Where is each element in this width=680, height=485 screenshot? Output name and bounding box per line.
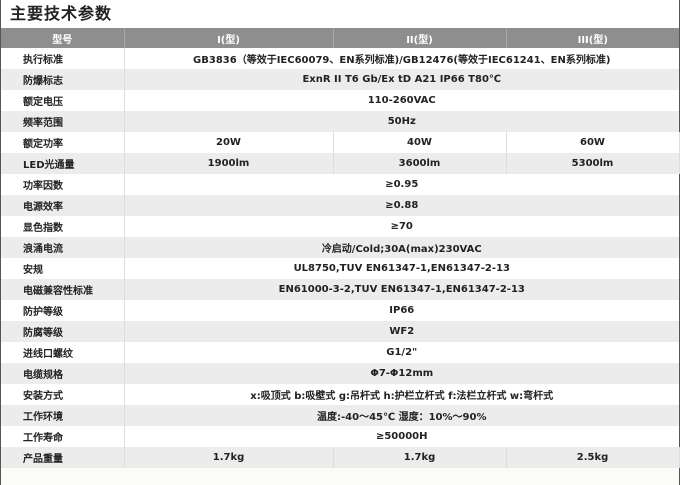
row-label: 防爆标志 (1, 69, 125, 90)
row-value: ≥70 (390, 221, 413, 232)
table-row: 防护等级 IP66 (1, 300, 679, 321)
table-row: 浪涌电流 冷启动/Cold;30A(max)230VAC (1, 237, 679, 258)
row-label: 防腐等级 (1, 321, 125, 342)
row-label: 电源效率 (1, 195, 125, 216)
table-row: 执行标准 GB3836（等效于IEC60079、EN系列标准)/GB12476(等… (1, 48, 679, 69)
row-label: 进线口螺纹 (1, 342, 125, 363)
table-row: LED光通量 1900lm 3600lm 5300lm (1, 153, 680, 174)
table-row: 工作环境 温度:-40～45℃ 湿度：10%～90% (1, 405, 679, 426)
row-value: 110-260VAC (367, 95, 436, 106)
row-label: 电缆规格 (1, 363, 125, 384)
spec-table: 型号 I(型) II(型) III(型) 执行标准 GB3836（等效于IEC60… (1, 28, 680, 468)
row-value: ≥0.95 (385, 179, 419, 190)
table-row: 电源效率 ≥0.88 (1, 195, 679, 216)
row-value-type-1: 1.7kg (124, 447, 334, 468)
row-value: ≥0.88 (124, 195, 679, 216)
table-row: 频率范围 50Hz (1, 111, 679, 132)
row-label: 工作寿命 (1, 426, 125, 447)
table-row: 进线口螺纹 G1/2" (1, 342, 679, 363)
row-value-type-2: 3600lm (333, 153, 507, 174)
table-row: 电磁兼容性标准 EN61000-3-2,TUV EN61347-1,EN61347… (1, 279, 679, 300)
row-value: GB3836（等效于IEC60079、EN系列标准)/GB12476(等效于IE… (193, 55, 611, 66)
row-value: 冷启动/Cold;30A(max)230VAC (124, 237, 679, 258)
header-type-3: III(型) (506, 28, 679, 48)
table-row: 电缆规格 Φ7-Φ12mm (1, 363, 679, 384)
row-value-type-1: 1900lm (124, 153, 334, 174)
table-header: 型号 I(型) II(型) III(型) (1, 28, 679, 48)
row-label: 产品重量 (1, 447, 125, 468)
row-value-type-3: 2.5kg (506, 447, 680, 468)
table-row: 显色指数 ≥70 (1, 216, 679, 237)
row-value: ≥50000H (375, 431, 428, 442)
row-label: 额定功率 (1, 132, 125, 153)
row-label: 浪涌电流 (1, 237, 125, 258)
row-value-type-3: 60W (506, 132, 680, 153)
row-value: ExnR II T6 Gb/Ex tD A21 IP66 T80℃ (124, 69, 679, 90)
row-value: UL8750,TUV EN61347-1,EN61347-2-13 (293, 263, 510, 274)
row-value: WF2 (124, 321, 679, 342)
row-value: IP66 (389, 305, 415, 316)
table-row: 工作寿命 ≥50000H (1, 426, 679, 447)
row-label: 安规 (1, 258, 125, 279)
row-value: EN61000-3-2,TUV EN61347-1,EN61347-2-13 (124, 279, 679, 300)
row-label: 安装方式 (1, 384, 125, 405)
row-value: G1/2" (386, 347, 418, 358)
table-row: 产品重量 1.7kg 1.7kg 2.5kg (1, 447, 680, 468)
row-label: 功率因数 (1, 174, 125, 195)
table-row: 额定功率 20W 40W 60W (1, 132, 680, 153)
header-model: 型号 (1, 28, 125, 48)
row-label: 显色指数 (1, 216, 125, 237)
row-value-type-2: 40W (333, 132, 507, 153)
row-label: 防护等级 (1, 300, 125, 321)
table-row: 安规 UL8750,TUV EN61347-1,EN61347-2-13 (1, 258, 679, 279)
table-row: 功率因数 ≥0.95 (1, 174, 679, 195)
footer-strip (1, 468, 679, 485)
row-value: Φ7-Φ12mm (124, 363, 679, 384)
row-label: 额定电压 (1, 90, 125, 111)
row-label: 电磁兼容性标准 (1, 279, 125, 300)
table-row: 安装方式 x:吸顶式 b:吸壁式 g:吊杆式 h:护栏立杆式 f:法栏立杆式 w:… (1, 384, 679, 405)
row-label: LED光通量 (1, 153, 125, 174)
table-row: 防爆标志 ExnR II T6 Gb/Ex tD A21 IP66 T80℃ (1, 69, 679, 90)
table-row: 防腐等级 WF2 (1, 321, 679, 342)
page-title: 主要技术参数 (10, 4, 113, 23)
row-value-type-1: 20W (124, 132, 334, 153)
row-label: 执行标准 (1, 48, 125, 69)
row-value: x:吸顶式 b:吸壁式 g:吊杆式 h:护栏立杆式 f:法栏立杆式 w:弯杆式 (250, 391, 554, 402)
header-type-2: II(型) (333, 28, 507, 48)
row-value: 50Hz (124, 111, 679, 132)
header-type-1: I(型) (124, 28, 334, 48)
row-label: 工作环境 (1, 405, 125, 426)
row-value-type-3: 5300lm (506, 153, 680, 174)
row-label: 频率范围 (1, 111, 125, 132)
row-value: 温度:-40～45℃ 湿度：10%～90% (124, 405, 679, 426)
row-value-type-2: 1.7kg (333, 447, 507, 468)
table-row: 额定电压 110-260VAC (1, 90, 679, 111)
